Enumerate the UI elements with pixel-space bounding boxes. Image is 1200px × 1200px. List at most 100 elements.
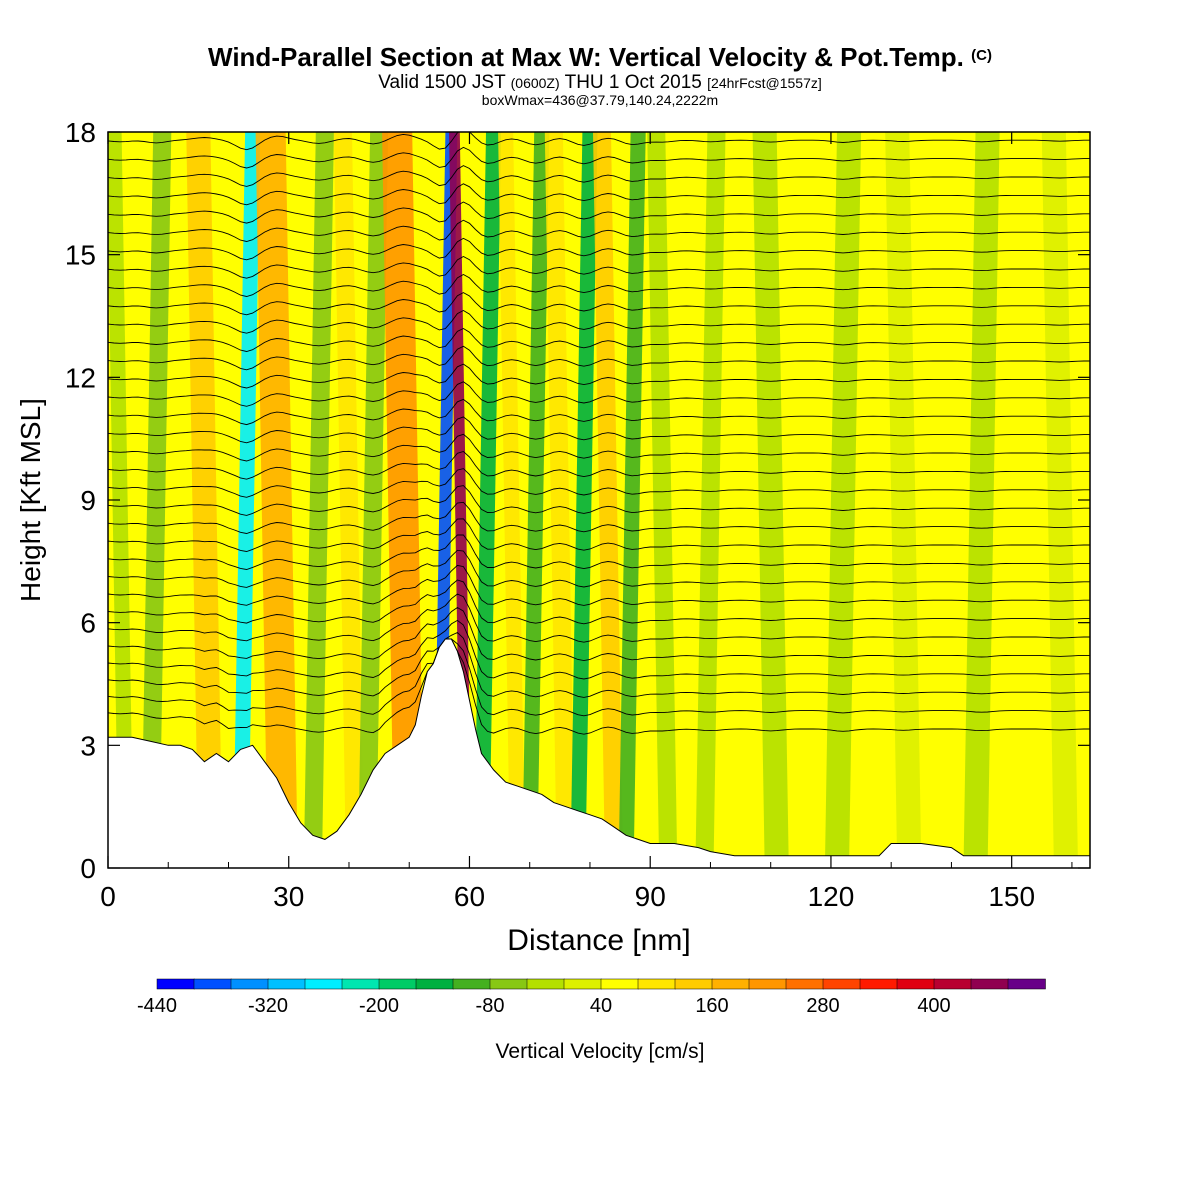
theta-contour: [108, 450, 1090, 480]
forecast-info: [24hrFcst@1557z]: [707, 75, 822, 91]
y-tick-label: 18: [65, 117, 96, 148]
theta-contour: [108, 183, 1090, 206]
theta-contour: [108, 501, 1090, 534]
valid-utc: (0600Z): [510, 75, 560, 91]
colorbar-swatch: [600, 978, 639, 990]
theta-contour: [108, 638, 1090, 717]
velocity-band: [824, 132, 862, 868]
colorbar-tick-label: 400: [917, 995, 950, 1017]
theta-contour: [108, 468, 1090, 498]
colorbar-swatch: [637, 978, 676, 990]
colorbar-swatch: [933, 978, 972, 990]
colorbar-swatch: [785, 978, 824, 990]
colorbar-swatch: [230, 978, 269, 990]
theta-contour: [108, 237, 1090, 261]
theta-contour: [108, 619, 1090, 680]
colorbar-swatch: [563, 978, 602, 990]
colorbar-tick-label: 40: [590, 995, 612, 1017]
x-tick-label: 60: [454, 881, 485, 912]
velocity-band: [141, 132, 172, 868]
x-tick-label: 0: [100, 881, 116, 912]
boxwmax-label: boxWmax=436@37.79,140.24,2222m: [481, 92, 719, 108]
velocity-band: [618, 132, 646, 868]
terrain: [108, 638, 1090, 868]
theta-contour: [108, 327, 1090, 352]
theta-contour: [108, 549, 1090, 588]
velocity-band: [358, 132, 389, 868]
y-axis-label: Height [Kft MSL]: [15, 398, 46, 602]
velocity-band: [522, 132, 550, 868]
chart-title-text: Wind-Parallel Section at Max W: Vertical…: [208, 42, 964, 72]
theta-contour: [108, 201, 1090, 224]
x-axis-label: Distance [nm]: [507, 924, 690, 957]
colorbar-swatch: [526, 978, 565, 990]
colorbar-tick-label: 280: [806, 995, 839, 1017]
velocity-band: [752, 132, 789, 868]
y-tick-label: 0: [80, 853, 96, 884]
chart-title: Wind-Parallel Section at Max W: Vertical…: [0, 42, 1200, 73]
y-tick-label: 12: [65, 362, 96, 393]
theta-contour: [108, 255, 1090, 279]
velocity-band: [498, 132, 526, 868]
colorbar-swatch: [970, 978, 1009, 990]
theta-contour: [108, 273, 1090, 297]
theta-contour: [108, 363, 1090, 389]
velocity-band: [233, 132, 261, 868]
theta-contour: [108, 579, 1090, 625]
copyright-mark: (C): [971, 47, 992, 64]
colorbar-label: Vertical Velocity [cm/s]: [496, 1040, 705, 1063]
velocity-band: [695, 132, 726, 868]
colorbar-swatch: [859, 978, 898, 990]
y-tick-label: 9: [80, 485, 96, 516]
velocity-band: [108, 132, 134, 868]
velocity-band: [963, 132, 1000, 868]
theta-contour: [108, 132, 1090, 151]
velocity-band: [382, 132, 425, 868]
y-tick-label: 15: [65, 240, 96, 271]
colorbar-swatch: [674, 978, 713, 990]
velocity-band: [333, 132, 364, 868]
velocity-band: [474, 132, 502, 868]
theta-contour: [108, 381, 1090, 407]
colorbar-swatch: [415, 978, 454, 990]
theta-contour: [108, 631, 1090, 698]
colorbar-swatch: [711, 978, 750, 990]
colorbar-swatch: [748, 978, 787, 990]
velocity-band: [255, 132, 298, 868]
theta-contour: [108, 564, 1090, 606]
velocity-band: [593, 132, 624, 868]
velocity-band: [544, 132, 575, 868]
valid-time: Valid 1500 JST: [378, 72, 506, 93]
colorbar-tick-label: 160: [695, 995, 728, 1017]
theta-contours: [108, 132, 1090, 735]
theta-contour: [108, 309, 1090, 334]
theta-contour: [108, 485, 1090, 516]
colorbar-swatch: [156, 978, 195, 990]
theta-contour: [108, 518, 1090, 552]
y-tick-label: 6: [80, 608, 96, 639]
colorbar: -440 -320 -200 -80 40 160 280 400: [137, 978, 1046, 1017]
theta-contour: [108, 398, 1090, 426]
colorbar-swatch: [489, 978, 528, 990]
colorbar-tick-label: -200: [359, 995, 399, 1017]
theta-contour: [108, 534, 1090, 570]
plot-area: [108, 132, 1090, 868]
theta-contour: [108, 345, 1090, 371]
velocity-band: [570, 132, 598, 868]
y-tick-label: 3: [80, 730, 96, 761]
colorbar-swatch: [1007, 978, 1046, 990]
theta-contour: [108, 146, 1090, 169]
theta-contour: [108, 219, 1090, 242]
theta-contour: [108, 606, 1090, 662]
colorbar-swatch: [896, 978, 935, 990]
colorbar-tick-label: -80: [476, 995, 505, 1017]
colorbar-tick-label: -320: [248, 995, 288, 1017]
colorbar-tick-label: -440: [137, 995, 177, 1017]
theta-contour: [108, 433, 1090, 462]
colorbar-swatch: [378, 978, 417, 990]
theta-contour: [108, 165, 1090, 187]
x-tick-label: 90: [635, 881, 666, 912]
theta-contour: [108, 416, 1090, 444]
colorbar-swatch: [193, 978, 232, 990]
